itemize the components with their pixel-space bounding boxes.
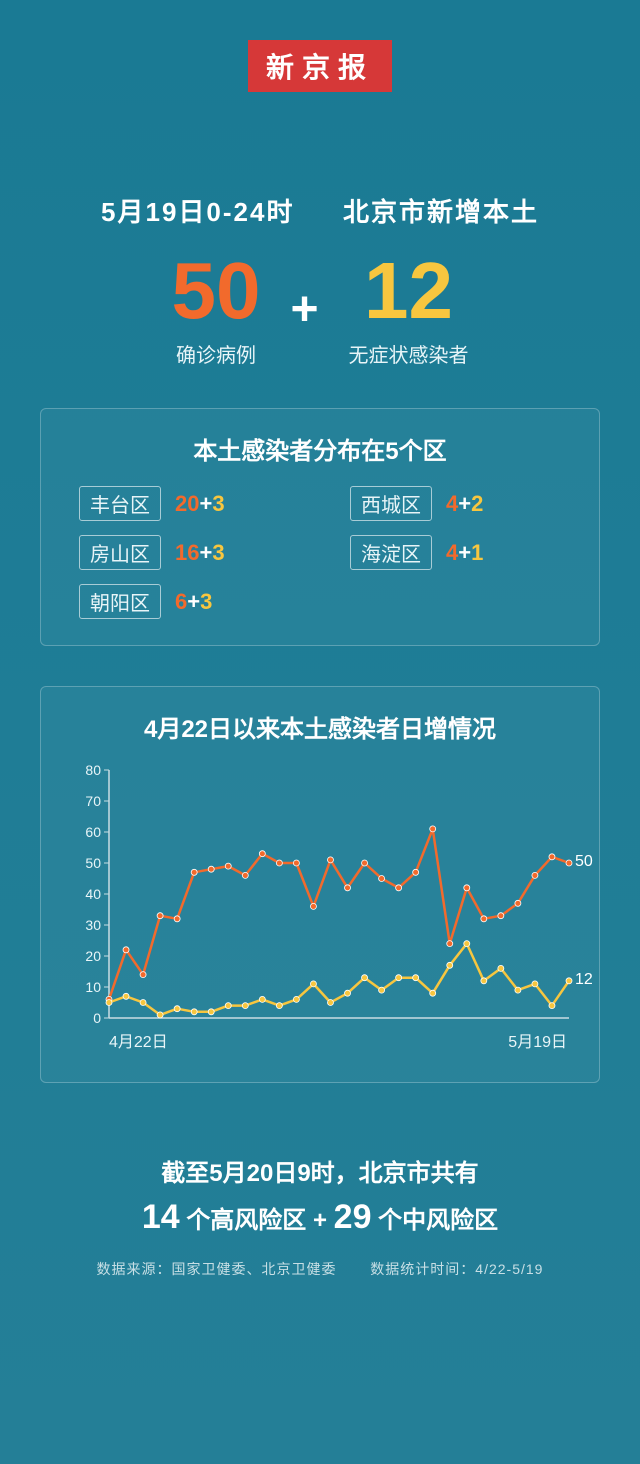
confirmed-block: 50 确诊病例 xyxy=(171,251,260,368)
confirmed-value: 50 xyxy=(171,251,260,331)
district-row: 房山区 16+3 xyxy=(79,535,290,570)
svg-text:80: 80 xyxy=(85,764,101,778)
district-name: 朝阳区 xyxy=(79,584,161,619)
district-row: 丰台区 20+3 xyxy=(79,486,290,521)
district-row: 海淀区 4+1 xyxy=(350,535,561,570)
series-end-label: 50 xyxy=(575,853,593,871)
svg-text:70: 70 xyxy=(85,793,101,809)
big-numbers: 50 确诊病例 + 12 无症状感染者 xyxy=(0,251,640,368)
asymptomatic-block: 12 无症状感染者 xyxy=(349,251,469,368)
district-values: 20+3 xyxy=(175,491,225,517)
x-start: 4月22日 xyxy=(109,1028,168,1052)
confirmed-label: 确诊病例 xyxy=(171,339,260,368)
logo: 新京报 xyxy=(0,0,640,92)
district-name: 西城区 xyxy=(350,486,432,521)
line-chart: 0 10 20 30 40 50 60 70 80 xyxy=(69,764,573,1024)
districts-title: 本土感染者分布在5个区 xyxy=(69,431,571,466)
mid-risk-text: 个中风险区 xyxy=(378,1207,498,1234)
district-values: 4+1 xyxy=(446,540,483,566)
district-name: 海淀区 xyxy=(350,535,432,570)
series-end-label: 12 xyxy=(575,971,593,989)
svg-text:60: 60 xyxy=(85,824,101,840)
district-row: 西城区 4+2 xyxy=(350,486,561,521)
source-label: 数据来源：国家卫健委、北京卫健委 xyxy=(97,1261,337,1277)
footer-line1: 截至5月20日9时，北京市共有 xyxy=(0,1153,640,1188)
district-row: 朝阳区 6+3 xyxy=(79,584,290,619)
district-values: 6+3 xyxy=(175,589,212,615)
x-end: 5月19日 xyxy=(508,1028,567,1052)
svg-text:20: 20 xyxy=(85,948,101,964)
high-risk-count: 14 xyxy=(142,1198,180,1236)
source-line: 数据来源：国家卫健委、北京卫健委 数据统计时间：4/22-5/19 xyxy=(0,1259,640,1279)
svg-text:0: 0 xyxy=(93,1010,101,1024)
plus-sign: + xyxy=(290,282,318,337)
mid-risk-count: 29 xyxy=(334,1198,372,1236)
svg-text:50: 50 xyxy=(85,855,101,871)
header: 5月19日0-24时 北京市新增本土 50 确诊病例 + 12 无症状感染者 xyxy=(0,192,640,368)
asymptomatic-label: 无症状感染者 xyxy=(349,339,469,368)
asymptomatic-value: 12 xyxy=(349,251,469,331)
districts-panel: 本土感染者分布在5个区 丰台区 20+3 西城区 4+2 房山区 16+3 海淀区 4+1 朝阳… xyxy=(40,408,600,646)
date-range: 5月19日0-24时 xyxy=(101,197,294,227)
district-name: 房山区 xyxy=(79,535,161,570)
footer: 截至5月20日9时，北京市共有 14 个高风险区 + 29 个中风险区 xyxy=(0,1153,640,1237)
x-axis-labels: 4月22日 5月19日 xyxy=(69,1028,571,1052)
svg-text:40: 40 xyxy=(85,886,101,902)
district-name: 丰台区 xyxy=(79,486,161,521)
chart-wrap: 01020304050607080 5012 xyxy=(69,764,571,1024)
city-line: 北京市新增本土 xyxy=(343,197,539,227)
svg-text:30: 30 xyxy=(85,917,101,933)
district-values: 4+2 xyxy=(446,491,483,517)
source-time: 数据统计时间：4/22-5/19 xyxy=(370,1261,543,1277)
logo-text: 新京报 xyxy=(248,40,392,92)
header-line: 5月19日0-24时 北京市新增本土 xyxy=(0,192,640,229)
districts-grid: 丰台区 20+3 西城区 4+2 房山区 16+3 海淀区 4+1 朝阳区 6+3 xyxy=(69,486,571,619)
chart-title: 4月22日以来本土感染者日增情况 xyxy=(69,709,571,744)
footer-plus: + xyxy=(313,1207,327,1234)
chart-panel: 4月22日以来本土感染者日增情况 01020304050607080 5012 … xyxy=(40,686,600,1083)
district-values: 16+3 xyxy=(175,540,225,566)
svg-text:10: 10 xyxy=(85,979,101,995)
high-risk-text: 个高风险区 xyxy=(186,1207,306,1234)
footer-line2: 14 个高风险区 + 29 个中风险区 xyxy=(0,1198,640,1237)
